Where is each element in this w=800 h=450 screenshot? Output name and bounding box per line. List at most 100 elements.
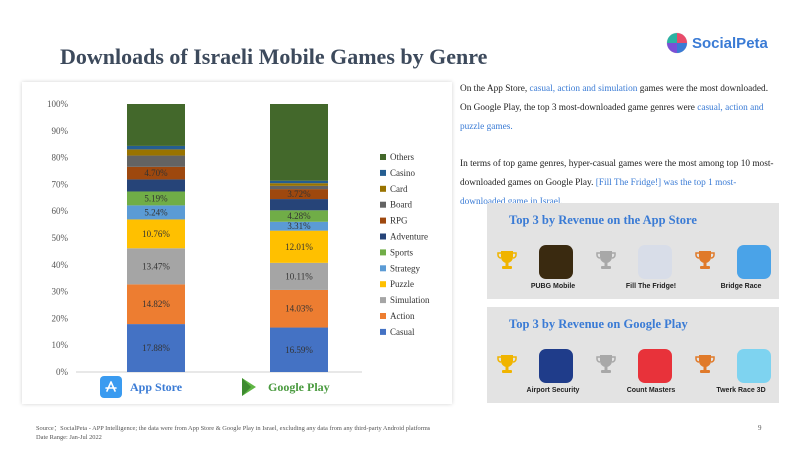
legend-label-adventure: Adventure bbox=[390, 232, 428, 242]
bar-segment-action-google-play bbox=[270, 289, 328, 328]
app-store-revenue-box: Top 3 by Revenue on the App Store PUBG M… bbox=[487, 203, 779, 299]
chart-panel: 0% 10% 20% 30% 40% 50% 60% 70% 80% 90% 100% 17.88% 1… bbox=[22, 82, 452, 404]
insight-paragraph-1: On the App Store, casual, action and sim… bbox=[460, 80, 778, 137]
bar-segment-board-google-play bbox=[270, 185, 328, 190]
y-tick-label: 10% bbox=[52, 340, 69, 350]
game-name: Bridge Race bbox=[720, 283, 762, 290]
data-label: 14.82% bbox=[142, 299, 170, 309]
legend-label-sports: Sports bbox=[390, 247, 414, 257]
game-name: Fill The Fridge! bbox=[625, 283, 677, 290]
legend-swatch-sports bbox=[380, 249, 386, 256]
bar-segment-card-app-store bbox=[127, 149, 185, 156]
data-label: 4.70% bbox=[144, 168, 168, 178]
insight-p2-a: In terms of top game genres, hyper-casua… bbox=[460, 159, 774, 188]
legend-swatch-simulation bbox=[380, 297, 386, 304]
stacked-bar-chart: 0% 10% 20% 30% 40% 50% 60% 70% 80% 90% 100% 17.88% 1… bbox=[47, 99, 430, 377]
airport-security-icon bbox=[539, 349, 574, 383]
trophy-icon bbox=[497, 250, 517, 269]
count-masters-icon bbox=[638, 349, 673, 383]
legend-swatch-casino bbox=[380, 169, 386, 176]
app-store-revenue-title: Top 3 by Revenue on the App Store bbox=[509, 213, 697, 227]
insight-text: On the App Store, casual, action and sim… bbox=[460, 80, 778, 230]
y-tick-label: 70% bbox=[52, 179, 69, 189]
legend-label-casino: Casino bbox=[390, 168, 416, 178]
bar-segment-rpg-app-store bbox=[127, 166, 185, 180]
trophy-icon bbox=[497, 354, 517, 373]
game-name: PUBG Mobile bbox=[530, 283, 576, 290]
trophy-icon bbox=[596, 354, 616, 373]
insight-p1-highlight-1: casual, action and simulation bbox=[529, 84, 638, 94]
data-label: 13.47% bbox=[142, 261, 170, 271]
y-tick-label: 80% bbox=[52, 153, 69, 163]
data-label: 5.19% bbox=[144, 193, 168, 203]
insight-paragraph-2: In terms of top game genres, hyper-casua… bbox=[460, 155, 778, 212]
google-play-text: Google Play bbox=[268, 379, 330, 394]
game-name: Twerk Race 3D bbox=[716, 387, 766, 394]
legend-label-puzzle: Puzzle bbox=[390, 279, 414, 289]
data-label: 3.72% bbox=[287, 189, 311, 199]
y-tick-label: 20% bbox=[52, 313, 69, 323]
trophy-icon bbox=[694, 354, 715, 373]
bar-segment-sports-app-store bbox=[127, 191, 185, 206]
bar-segment-action-app-store bbox=[127, 284, 185, 325]
legend-swatch-board bbox=[380, 201, 386, 208]
legend-swatch-puzzle bbox=[380, 281, 386, 288]
google-play-revenue-box: Top 3 by Revenue on Google Play Airport … bbox=[487, 307, 779, 403]
legend-swatch-others bbox=[380, 154, 386, 160]
rank-1-trophy bbox=[497, 353, 517, 380]
google-play-icon bbox=[238, 376, 260, 398]
footer: Source：SocialPeta - APP Intelligence; th… bbox=[36, 424, 430, 442]
data-label: 5.24% bbox=[144, 207, 168, 217]
app-store-icon bbox=[100, 376, 122, 398]
y-tick-label: 100% bbox=[47, 99, 69, 109]
bar-segment-sports-google-play bbox=[270, 210, 328, 222]
legend-swatch-rpg bbox=[380, 217, 386, 224]
bar-segment-strategy-app-store bbox=[127, 205, 185, 220]
insight-p1-c: games were the most downloaded. On Googl… bbox=[460, 84, 769, 113]
bar-segment-simulation-app-store bbox=[127, 248, 185, 285]
bar-segment-board-app-store bbox=[127, 155, 185, 167]
legend-label-board: Board bbox=[390, 200, 412, 210]
legend-label-strategy: Strategy bbox=[390, 263, 420, 273]
data-label: 3.31% bbox=[287, 221, 311, 231]
google-play-label: Google Play bbox=[238, 376, 330, 398]
bar-segment-casino-app-store bbox=[127, 145, 185, 150]
y-tick-label: 60% bbox=[52, 206, 69, 216]
legend-label-rpg: RPG bbox=[390, 216, 408, 226]
bar-segment-others-google-play bbox=[270, 104, 328, 181]
socialpeta-logo: SocialPeta bbox=[666, 32, 768, 54]
legend-swatch-casual bbox=[380, 328, 386, 335]
legend-label-action: Action bbox=[390, 311, 415, 321]
data-label: 17.88% bbox=[142, 343, 170, 353]
bar-segment-casual-google-play bbox=[270, 327, 328, 372]
legend-label-simulation: Simulation bbox=[390, 295, 430, 305]
y-tick-label: 40% bbox=[52, 260, 69, 270]
legend-swatch-adventure bbox=[380, 233, 386, 240]
page-number: 9 bbox=[758, 424, 762, 432]
bar-segment-others-app-store bbox=[127, 104, 185, 146]
bar-segment-card-google-play bbox=[270, 183, 328, 186]
rank-2-trophy bbox=[596, 353, 616, 380]
legend-swatch-card bbox=[380, 185, 386, 192]
trophy-icon bbox=[596, 250, 616, 269]
data-label: 14.03% bbox=[285, 304, 313, 314]
bar-segment-puzzle-app-store bbox=[127, 219, 185, 249]
fridge-icon bbox=[638, 245, 673, 279]
bridge-race-icon bbox=[736, 245, 771, 279]
bar-segment-adventure-app-store bbox=[127, 179, 185, 192]
bar-segment-rpg-google-play bbox=[270, 189, 328, 200]
insight-p2-highlight: [Fill The Fridge!] was the top 1 most-do… bbox=[460, 178, 737, 207]
twerk-race-icon bbox=[736, 349, 771, 383]
data-label: 10.11% bbox=[285, 271, 313, 281]
data-label: 16.59% bbox=[285, 345, 313, 355]
y-tick-label: 30% bbox=[52, 287, 69, 297]
bar-segment-casual-app-store bbox=[127, 324, 185, 372]
app-store-revenue-games bbox=[497, 245, 771, 279]
rank-2-trophy bbox=[596, 249, 616, 276]
rank-1-trophy bbox=[497, 249, 517, 276]
data-label: 10.76% bbox=[142, 229, 170, 239]
data-label: 4.28% bbox=[287, 211, 311, 221]
bar-segment-strategy-google-play bbox=[270, 221, 328, 231]
y-tick-label: 90% bbox=[52, 126, 69, 136]
app-store-label: App Store bbox=[100, 376, 182, 398]
